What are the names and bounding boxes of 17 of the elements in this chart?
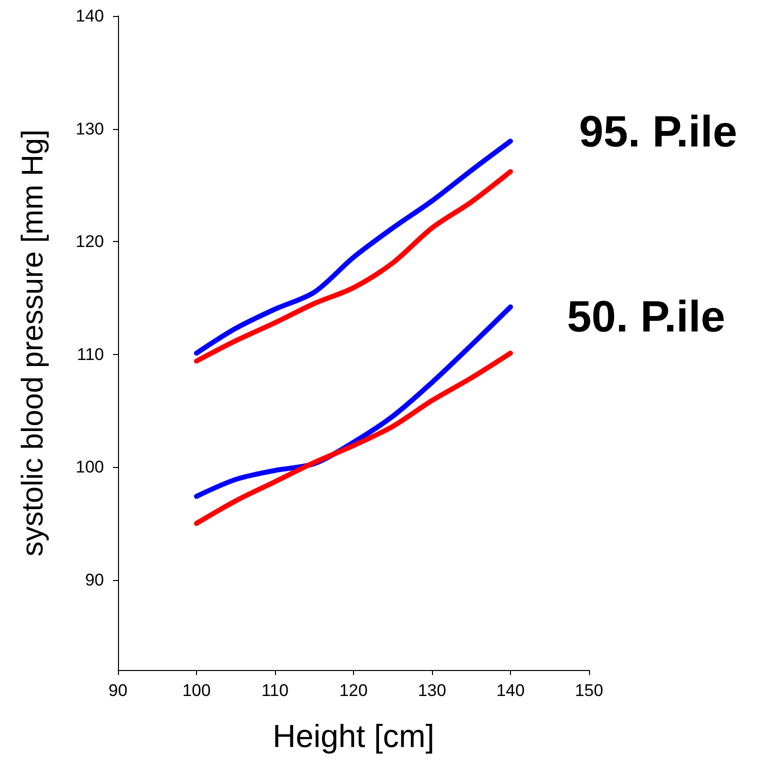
x-tick-label: 90: [108, 681, 128, 700]
y-tick-label: 100: [76, 458, 104, 477]
x-tick-label: 140: [496, 681, 525, 700]
y-axis-title: systolic blood pressure [mm Hg]: [16, 130, 50, 556]
x-tick-label: 100: [182, 681, 211, 700]
annotation: 50. P.ile: [567, 292, 726, 342]
y-tick-label: 140: [76, 6, 104, 26]
y-tick-label: 110: [76, 344, 104, 364]
y-tick-label: 120: [76, 232, 104, 252]
x-tick-label: 130: [418, 681, 446, 700]
x-tick-label: 150: [574, 681, 604, 700]
x-tick-label: 120: [339, 681, 368, 700]
y-tick-label: 90: [85, 570, 104, 590]
x-tick-label: 110: [261, 681, 289, 700]
x-axis-title: Height [cm]: [272, 718, 434, 754]
annotation: 95. P.ile: [579, 108, 738, 156]
y-tick-label: 130: [76, 119, 104, 138]
